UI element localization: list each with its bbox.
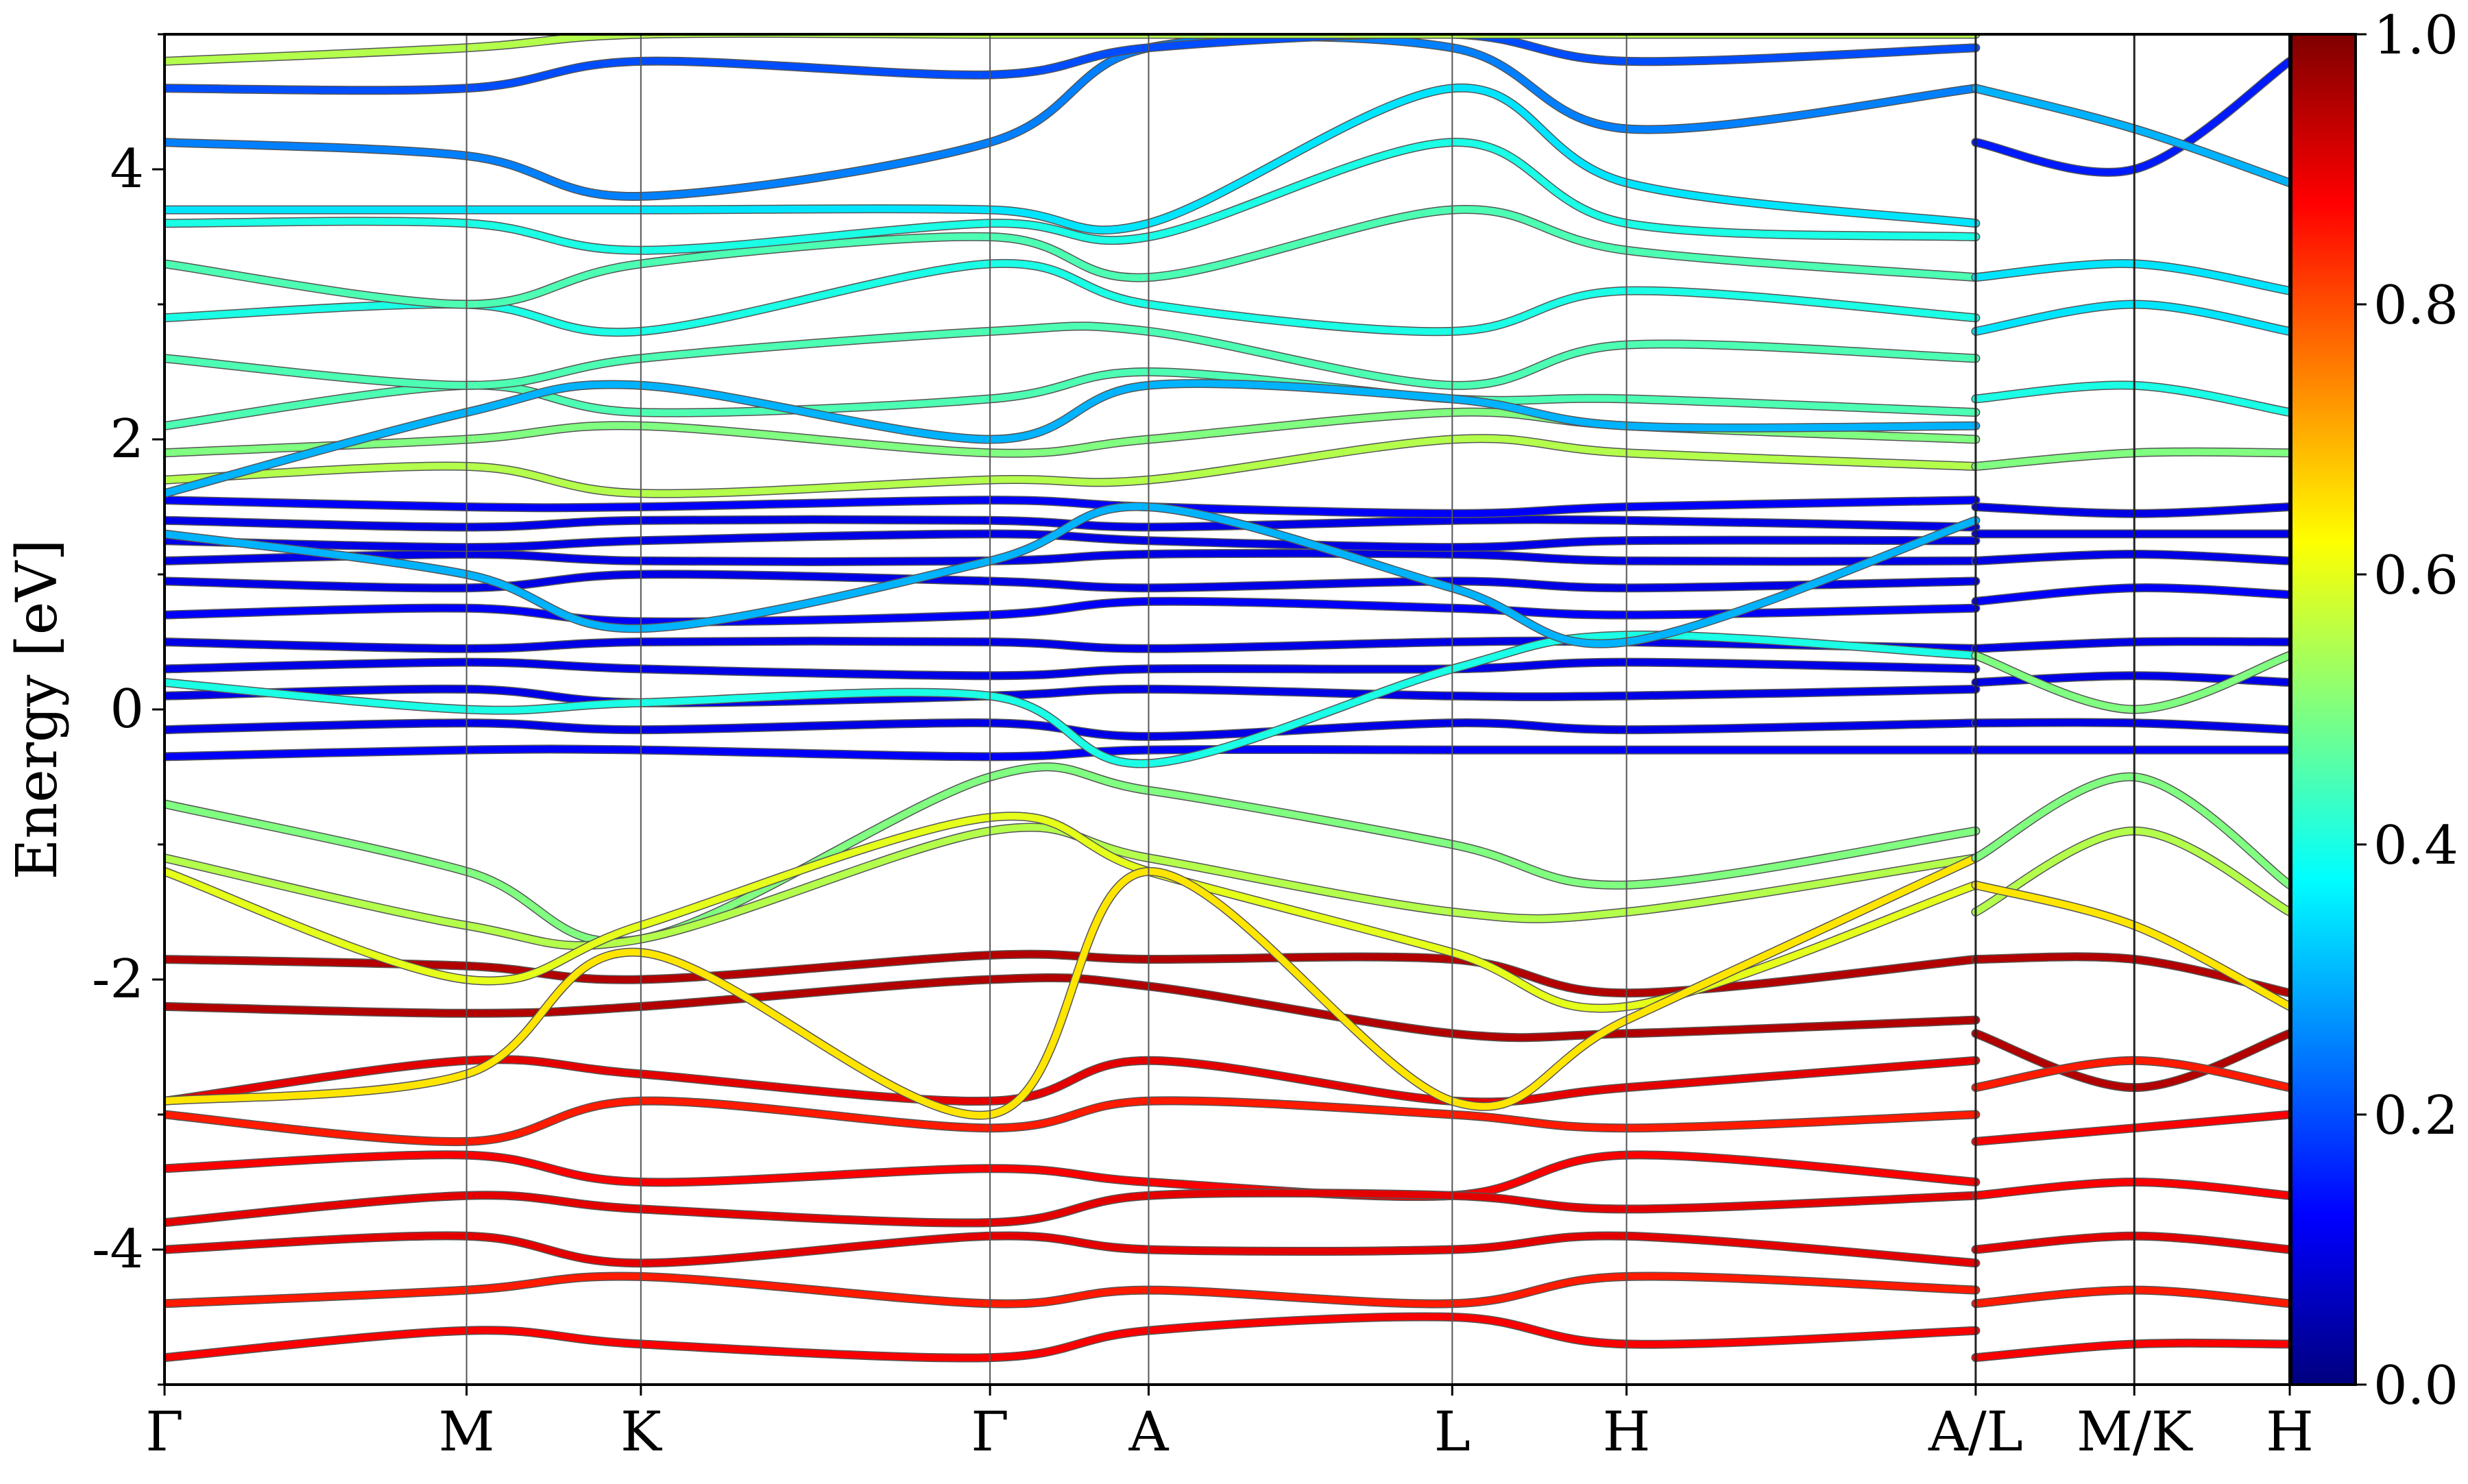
band-line (1972, 448, 2290, 470)
colorbar-tick-label: 0.0 (2373, 1355, 2458, 1417)
band-line (165, 1313, 1979, 1362)
bands-layer (165, 34, 2290, 1363)
band-line (1972, 1339, 2290, 1361)
y-tick-label: 0 (110, 679, 144, 740)
band-line (1972, 550, 2290, 565)
x-tick-label: M/K (2077, 1400, 2193, 1463)
band-outline (1971, 880, 2290, 1011)
band-line (165, 631, 1979, 768)
band-line (1972, 1178, 2290, 1200)
band-line (165, 854, 1979, 1119)
band-outline (165, 630, 1981, 768)
band-line (1972, 503, 2290, 518)
y-axis-ticks: -4 -2 0 2 4 (92, 33, 165, 1386)
band-outline (1971, 380, 2290, 417)
band-outline (165, 321, 1981, 390)
band-line (1972, 1232, 2290, 1253)
x-tick-label: Γ (971, 1400, 1009, 1463)
x-tick-label: A (1128, 1400, 1170, 1463)
colorbar-tick-label: 0.2 (2373, 1085, 2458, 1147)
band-line (1972, 881, 2290, 1010)
colorbar-tick-label: 1.0 (2373, 5, 2458, 66)
y-tick-label: 2 (110, 409, 144, 470)
x-tick-label: Γ (145, 1400, 184, 1463)
x-tick-label: H (1603, 1400, 1651, 1463)
band-line (165, 34, 1979, 200)
band-line (1972, 584, 2290, 605)
band-outline (165, 1096, 1981, 1147)
band-outline (165, 823, 1981, 951)
x-tick-label: A/L (1928, 1400, 2023, 1463)
band-line (165, 823, 1979, 949)
band-line (165, 260, 1979, 336)
colorbar (2290, 33, 2357, 1386)
band-line (165, 1097, 1979, 1145)
y-axis-label: Energy [eV] (5, 539, 70, 879)
band-line (165, 84, 1979, 234)
band-line (165, 1273, 1979, 1308)
x-tick-label: L (1434, 1400, 1471, 1463)
band-line (165, 763, 1979, 945)
band-line (1972, 1111, 2290, 1145)
band-line (1972, 58, 2290, 176)
x-axis-ticks: Γ M K Γ A L H A/L M/K H (145, 1385, 2314, 1463)
band-line (165, 34, 1979, 65)
band-outline (1971, 259, 2290, 295)
colorbar-tick-label: 0.6 (2373, 545, 2458, 607)
band-line (165, 34, 1979, 94)
y-tick-label: -2 (92, 949, 144, 1010)
colorbar-ticks: 0.0 0.2 0.4 0.6 0.8 1.0 (2356, 5, 2458, 1417)
high-symmetry-lines (465, 34, 2136, 1385)
y-tick-label: 4 (110, 138, 144, 200)
x-tick-label: M (439, 1400, 495, 1463)
band-outline (165, 1312, 1981, 1363)
band-line (165, 322, 1979, 389)
x-tick-label: H (2266, 1400, 2314, 1463)
x-tick-label: K (620, 1400, 662, 1463)
colorbar-tick-label: 0.8 (2373, 275, 2458, 337)
y-tick-label: -4 (92, 1219, 144, 1280)
band-line (165, 206, 1979, 308)
band-line (165, 1189, 1979, 1227)
colorbar-tick-label: 0.4 (2373, 815, 2458, 877)
band-line (1972, 1287, 2290, 1307)
